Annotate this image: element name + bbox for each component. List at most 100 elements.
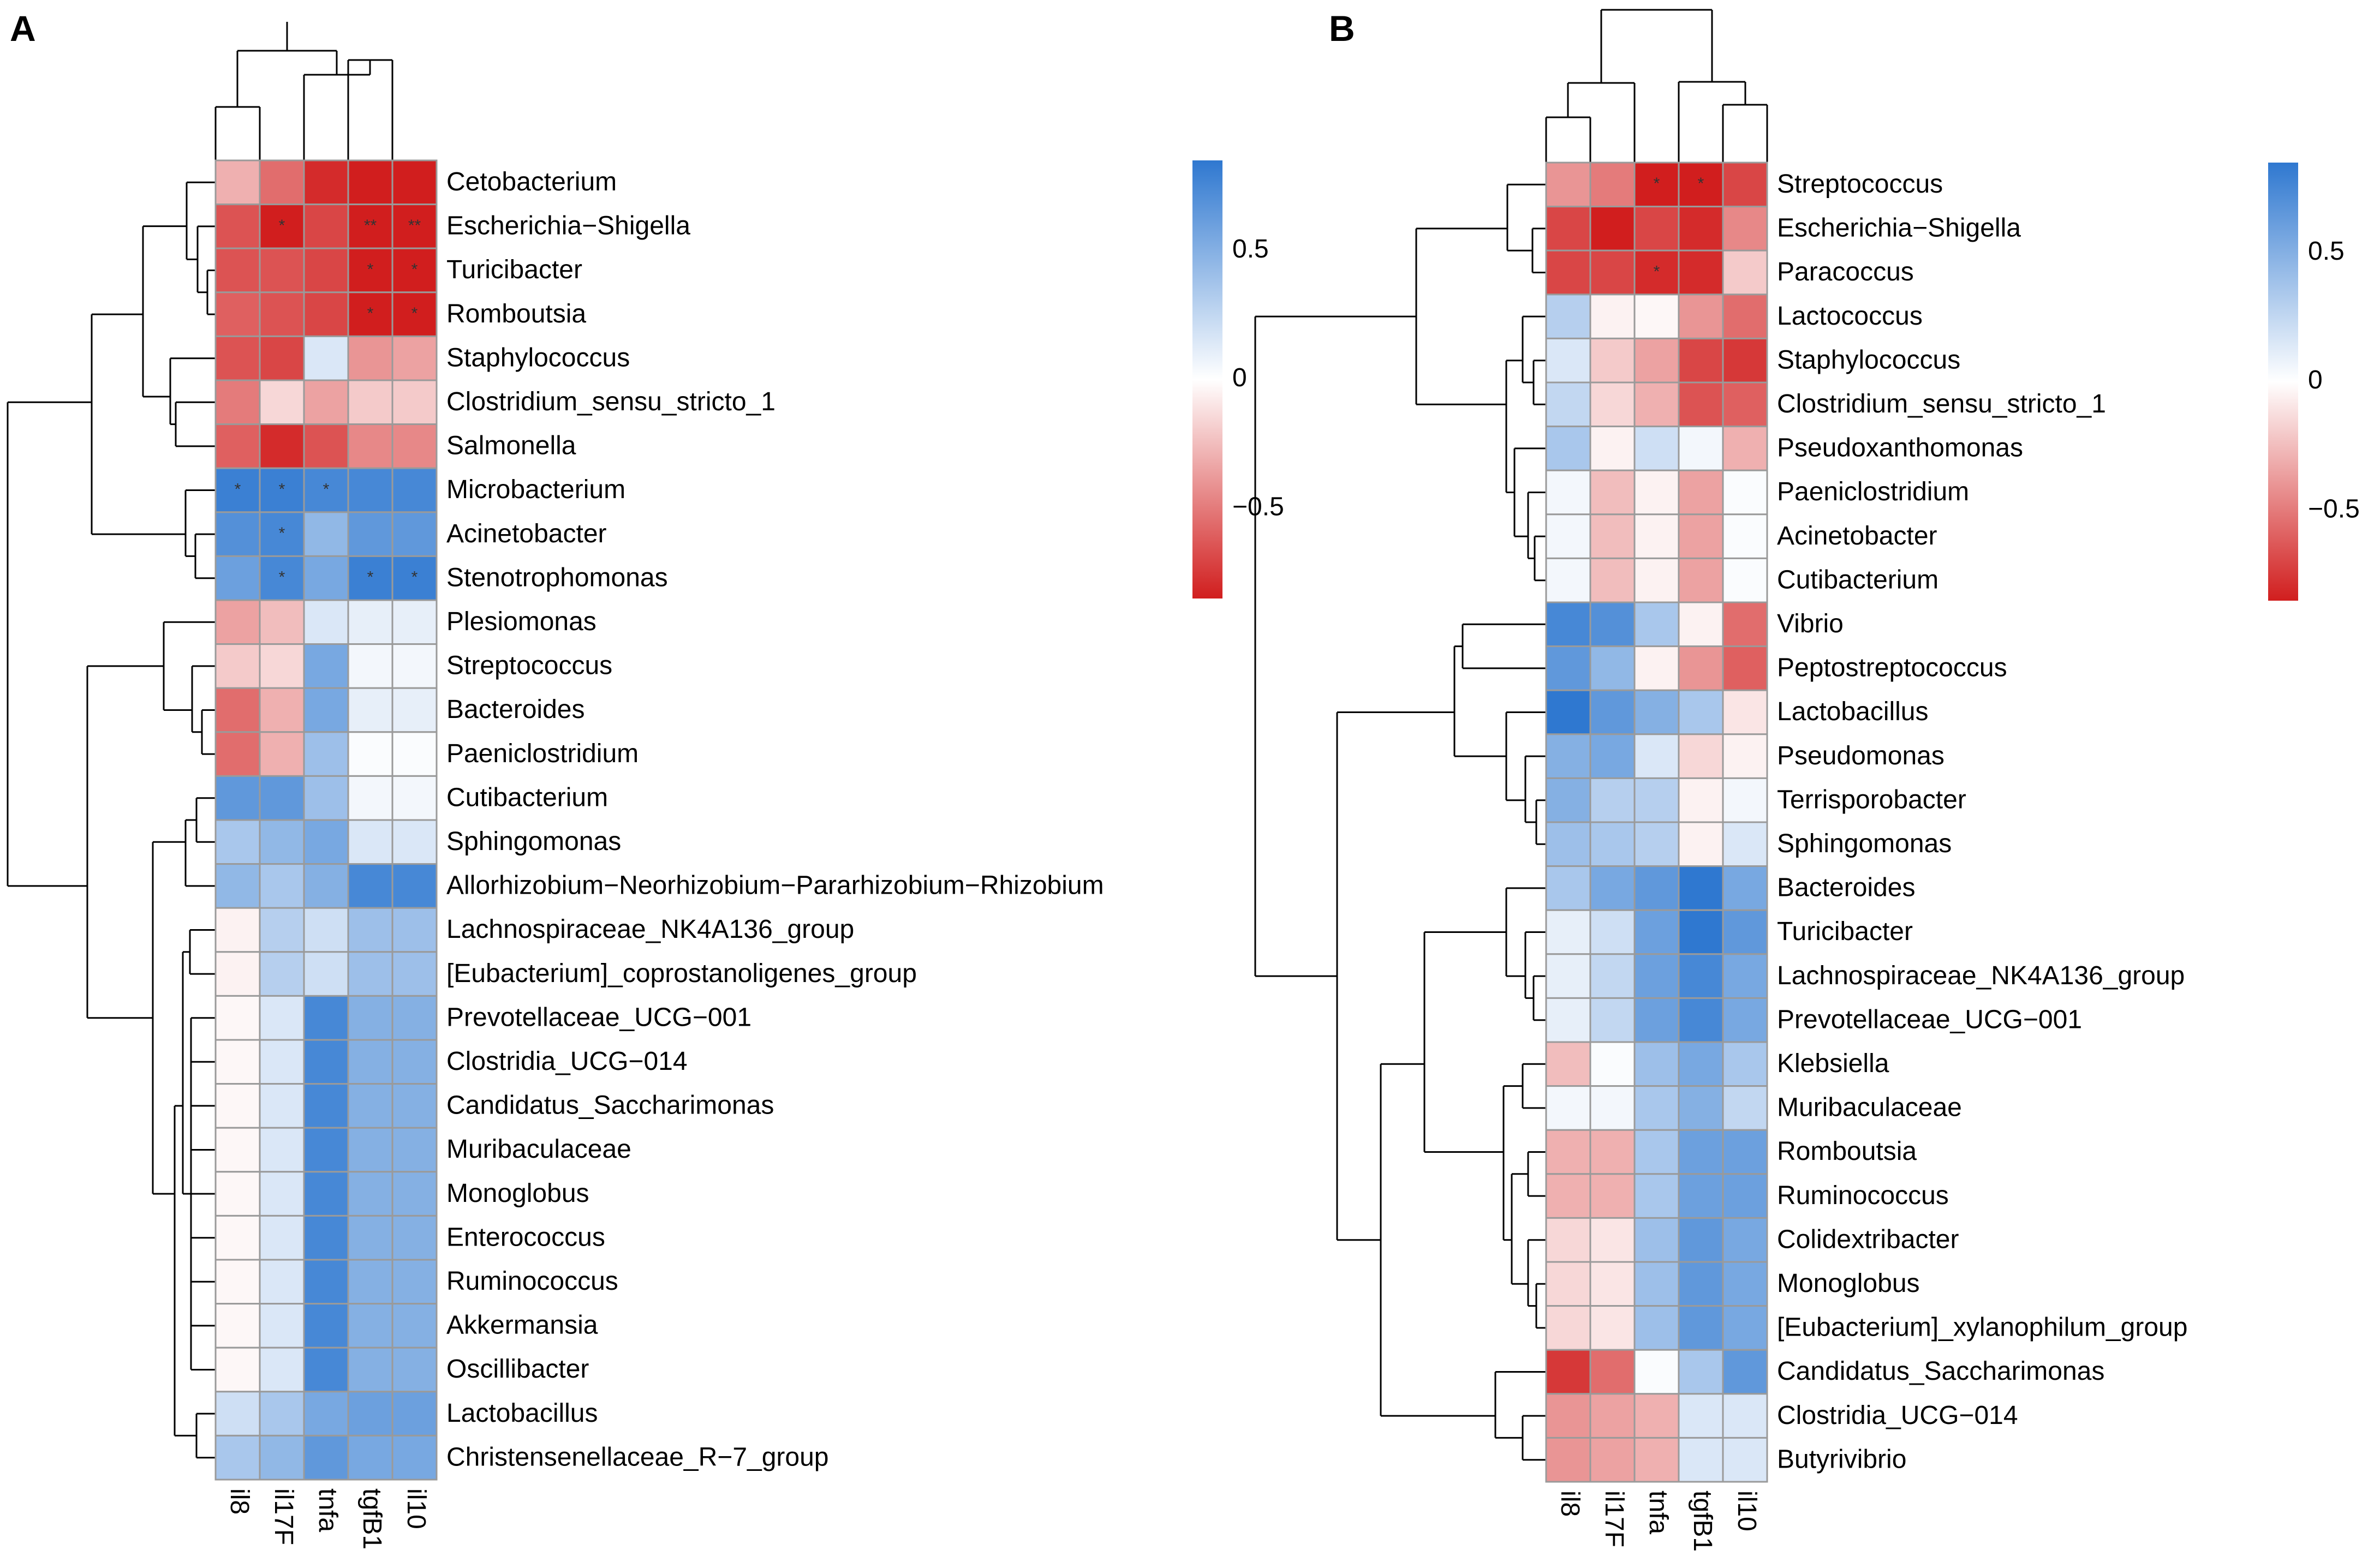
heatmap-cell [259,159,305,206]
heatmap-cell [214,1171,261,1217]
heatmap-cell [1589,469,1636,516]
heatmap-cell [1678,206,1724,252]
legend-tick-label: 0.5 [1232,235,1269,264]
heatmap-cell [1589,381,1636,428]
row-label: Escherichia−Shigella [1777,214,2021,243]
heatmap-cell [303,1127,349,1173]
heatmap-cell [1722,1129,1768,1175]
heatmap-cell [303,1214,349,1261]
row-label: Lachnospiraceae_NK4A136_group [1777,961,2185,990]
significance-star: * [411,304,418,322]
heatmap-cell [1633,865,1680,911]
heatmap-cell [1545,1437,1591,1483]
heatmap-cell [347,819,393,865]
heatmap-cell [214,863,261,909]
heatmap-cell [1678,513,1724,559]
heatmap-cell [1633,689,1680,735]
heatmap-cell [259,1083,305,1129]
heatmap-cell [391,1039,438,1085]
heatmap-cell [391,511,438,557]
heatmap-cell [214,511,261,557]
heatmap-cell [303,1083,349,1129]
significance-star: * [1698,175,1704,193]
column-label: il17F [1600,1491,1629,1547]
heatmap-cell [1545,645,1591,691]
heatmap-cell [303,995,349,1041]
heatmap-cell [391,687,438,733]
heatmap-cell [1633,1129,1680,1175]
row-label: Vibrio [1777,609,1844,638]
row-label: Candidatus_Saccharimonas [446,1091,774,1120]
heatmap-cell [259,907,305,953]
heatmap-cell [1589,1217,1636,1263]
heatmap-cell [1633,294,1680,339]
heatmap-cell [347,731,393,777]
heatmap-cell [259,467,305,513]
heatmap-cell [1589,821,1636,867]
heatmap-cell [1633,1305,1680,1351]
row-label: Enterococcus [446,1223,605,1252]
heatmap-cell [1678,557,1724,603]
heatmap-cell [1678,777,1724,823]
heatmap-cell [1678,1393,1724,1439]
heatmap-cell [303,1346,349,1393]
heatmap-cell [1722,821,1768,867]
heatmap-cell [1545,1085,1591,1131]
heatmap-cell [303,951,349,997]
row-label: Akkermansia [446,1311,598,1340]
panel-b: B * * * Streptococcus Escherichia−Shigella Par… [1254,8,2360,1552]
heatmap-cell [347,687,393,733]
heatmap-cell [1678,909,1724,955]
heatmap-cell [303,1259,349,1305]
heatmap-cell [303,599,349,645]
heatmap-cell [391,599,438,645]
heatmap-cell [1545,161,1591,208]
column-dendrogram [214,22,393,160]
heatmap-cell [1589,909,1636,955]
heatmap-cell [1678,1261,1724,1307]
heatmap-cell [214,159,261,206]
color-legend: 0.5 0 −0.5 [1192,160,1284,599]
heatmap-cell [391,731,438,777]
significance-star: * [367,304,374,322]
heatmap-cell [303,423,349,469]
heatmap-cell [1589,865,1636,911]
heatmap-cell [259,687,305,733]
heatmap-cell [1722,337,1768,384]
heatmap-cell [391,555,438,601]
heatmap-cell [391,775,438,821]
heatmap-cell [1545,821,1591,867]
row-label: Clostridia_UCG−014 [446,1047,688,1076]
heatmap-cell [347,1039,393,1085]
heatmap-cell [1722,557,1768,603]
heatmap-cell [1633,557,1680,603]
column-label: tnfa [313,1488,342,1532]
heatmap-cell [259,291,305,337]
heatmap-cell [259,863,305,909]
heatmap-cell [303,775,349,821]
row-labels: Cetobacterium Escherichia−Shigella Turicib… [446,167,1104,1471]
column-label: il8 [1555,1491,1584,1517]
heatmap-cell [1722,513,1768,559]
significance-star: * [411,568,418,586]
heatmap-cell [214,423,261,469]
heatmap-cell [1545,1393,1591,1439]
heatmap-cell [214,1259,261,1305]
column-label: tgfB1 [1688,1491,1717,1552]
heatmap-cell [1589,1261,1636,1307]
heatmap-cell [1722,469,1768,516]
row-label: Monoglobus [1777,1269,1920,1298]
heatmap-cell [214,1391,261,1437]
heatmap-cell [391,951,438,997]
heatmap-cell [303,731,349,777]
heatmap-cell [1722,161,1768,208]
heatmap-cell [391,159,438,206]
heatmap-cell [1633,777,1680,823]
heatmap-cell [214,1127,261,1173]
heatmap-cell [1545,601,1591,648]
heatmap-cell [1722,206,1768,252]
column-labels: il8 il17F tnfa tgfB1 il10 [1555,1491,1761,1552]
row-label: Paeniclostridium [446,739,639,768]
heatmap-cell [347,423,393,469]
heatmap-cell [303,1303,349,1349]
